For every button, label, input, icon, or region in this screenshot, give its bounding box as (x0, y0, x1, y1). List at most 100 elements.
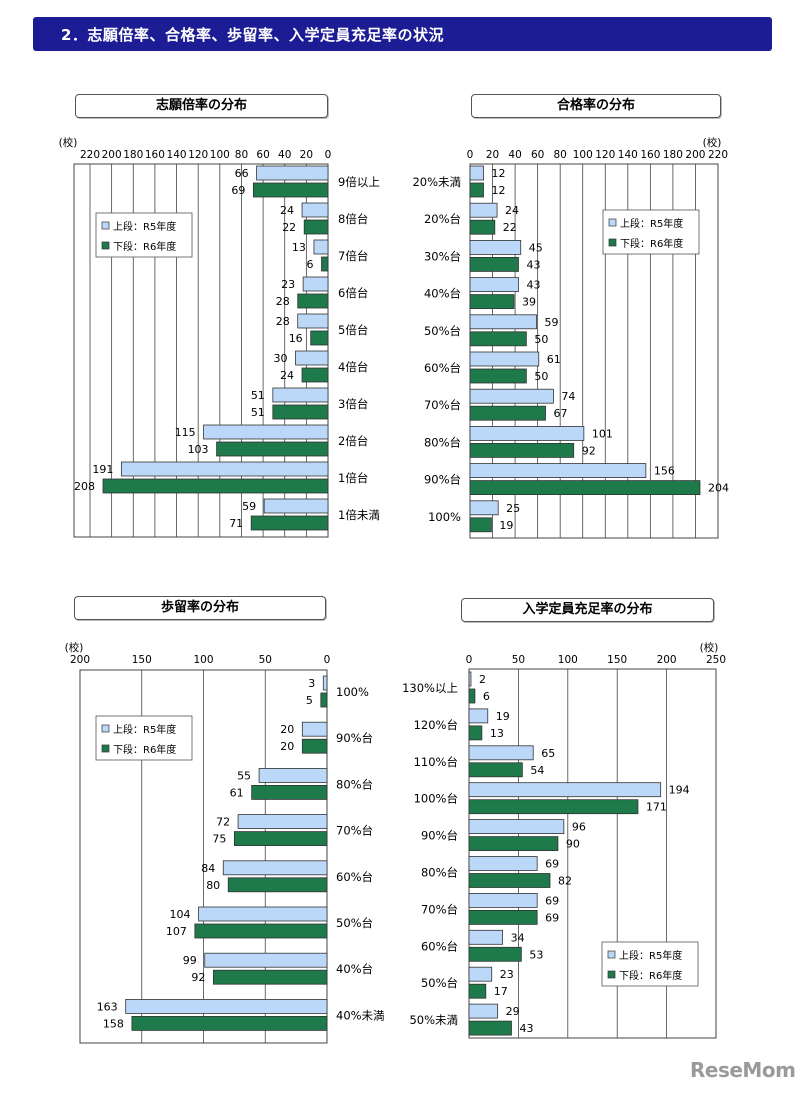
data-label-3-1-6: 69 (545, 911, 559, 924)
bar-0-1-2 (321, 256, 329, 272)
data-label-2-1-5: 107 (166, 925, 187, 938)
bar-2-1-7 (131, 1016, 328, 1031)
bar-3-1-5 (468, 873, 551, 888)
category-label-2-5: 50%台 (336, 916, 373, 930)
tick-label-2-0: 200 (70, 654, 90, 666)
data-label-2-0-2: 55 (237, 769, 251, 782)
tick-label-2-3: 50 (259, 654, 272, 666)
tick-label-0-7: 80 (235, 149, 248, 161)
data-label-3-0-9: 29 (506, 1005, 520, 1018)
bar-1-0-8 (469, 463, 647, 479)
chart-title-enrollment-rate: 入学定員充足率の分布 (461, 598, 714, 622)
bar-1-0-1 (469, 202, 498, 218)
legend-label-3-0: 上段：R5年度 (619, 949, 682, 962)
category-label-1-4: 50%台 (424, 324, 461, 338)
tick-label-2-2: 100 (193, 654, 213, 666)
bar-0-1-6 (272, 404, 329, 420)
tick-label-0-2: 180 (123, 149, 143, 161)
data-label-1-0-9: 25 (506, 502, 520, 515)
unit-label-2: (校) (65, 641, 84, 654)
bar-2-1-1 (301, 738, 328, 754)
category-label-1-2: 30%台 (424, 249, 461, 263)
bar-3-0-2 (468, 745, 534, 761)
data-label-3-1-0: 6 (483, 690, 490, 703)
bar-3-0-8 (468, 966, 493, 982)
bar-0-1-8 (102, 478, 329, 494)
data-label-1-0-4: 59 (545, 316, 559, 329)
category-label-1-0: 20%未満 (412, 175, 461, 189)
category-label-2-4: 60%台 (336, 870, 373, 884)
bar-0-0-2 (313, 239, 329, 255)
legend-swatch-0-0 (101, 221, 110, 230)
bar-3-0-0 (468, 671, 472, 687)
data-label-0-1-6: 51 (251, 406, 265, 419)
category-label-3-7: 60%台 (421, 939, 458, 953)
data-label-1-1-3: 39 (522, 296, 536, 309)
category-label-0-0: 9倍以上 (338, 175, 380, 189)
unit-label-0: (校) (59, 136, 78, 149)
data-label-0-0-9: 59 (242, 500, 256, 513)
legend-box-0 (95, 212, 193, 258)
data-label-1-1-5: 50 (534, 370, 548, 383)
legend-label-3-1: 下段：R6年度 (619, 969, 682, 982)
tick-label-1-3: 60 (531, 149, 544, 161)
bar-2-0-0 (322, 675, 328, 691)
category-label-0-5: 4倍台 (338, 360, 368, 374)
data-label-2-0-1: 20 (280, 723, 294, 736)
legend-box-2 (95, 715, 193, 761)
bar-2-1-6 (212, 969, 328, 985)
legend-label-2-0: 上段：R5年度 (113, 723, 176, 736)
bar-3-1-6 (468, 910, 538, 925)
data-label-0-0-1: 24 (280, 204, 294, 217)
data-label-1-0-2: 45 (529, 241, 543, 254)
bar-3-1-7 (468, 946, 522, 962)
data-label-3-0-2: 65 (541, 747, 555, 760)
bar-1-1-6 (469, 405, 546, 421)
data-label-0-0-5: 30 (274, 352, 288, 365)
data-label-0-1-3: 28 (276, 295, 290, 308)
data-label-3-0-0: 2 (479, 673, 486, 686)
chart-title-yield-rate: 歩留率の分布 (74, 596, 326, 620)
legend-label-1-0: 上段：R5年度 (620, 217, 683, 230)
category-label-3-9: 50%未満 (409, 1013, 458, 1027)
data-label-1-1-6: 67 (554, 407, 568, 420)
category-label-2-7: 40%未満 (336, 1008, 385, 1022)
tick-label-1-7: 140 (618, 149, 638, 161)
legend-swatch-2-0 (101, 724, 110, 733)
data-label-3-1-4: 90 (566, 838, 580, 851)
tick-label-3-4: 200 (657, 654, 677, 666)
category-label-0-4: 5倍台 (338, 323, 368, 337)
category-label-0-6: 3倍台 (338, 397, 368, 411)
legend-label-2-1: 下段：R6年度 (113, 743, 176, 756)
bar-1-1-5 (469, 368, 527, 384)
data-label-1-0-6: 74 (561, 390, 575, 403)
data-label-2-0-3: 72 (216, 816, 230, 829)
tick-label-1-0: 0 (467, 149, 474, 161)
tick-label-2-4: 0 (324, 654, 331, 666)
bar-0-0-9 (263, 498, 329, 514)
category-label-2-1: 90%台 (336, 731, 373, 745)
data-label-0-1-4: 16 (289, 332, 303, 345)
data-label-0-0-6: 51 (251, 389, 265, 402)
tick-label-3-3: 150 (607, 654, 627, 666)
category-label-0-7: 2倍台 (338, 434, 368, 448)
category-label-2-3: 70%台 (336, 824, 373, 838)
category-label-0-3: 6倍台 (338, 286, 368, 300)
data-label-3-0-6: 69 (545, 894, 559, 907)
bar-0-0-7 (203, 424, 329, 440)
tick-label-0-0: 220 (80, 149, 100, 161)
legend-label-0-1: 下段：R6年度 (113, 240, 176, 253)
data-label-2-0-0: 3 (308, 677, 315, 690)
data-label-1-0-1: 24 (505, 204, 519, 217)
category-label-3-2: 110%台 (414, 755, 458, 769)
category-label-3-4: 90%台 (421, 829, 458, 843)
unit-label-1: (校) (703, 136, 722, 149)
data-label-0-1-7: 103 (188, 443, 209, 456)
bar-0-0-0 (256, 165, 329, 181)
bar-2-0-4 (222, 860, 328, 876)
legend-box-1 (602, 209, 700, 255)
data-label-2-1-7: 158 (103, 1017, 124, 1030)
category-label-1-8: 90%台 (424, 473, 461, 487)
data-label-3-1-2: 54 (530, 764, 544, 777)
data-label-2-0-4: 84 (201, 862, 215, 875)
